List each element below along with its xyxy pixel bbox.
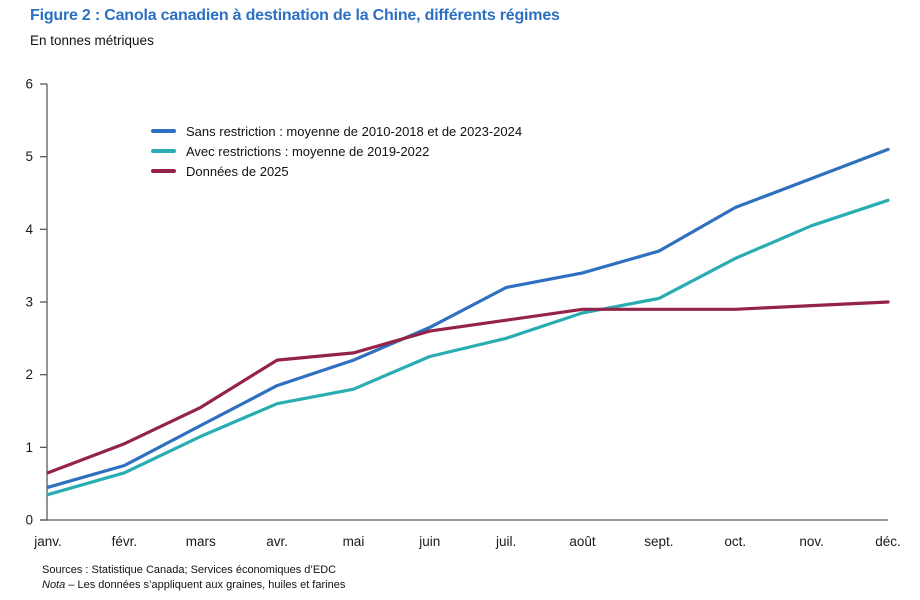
y-tick-label: 6: [25, 77, 33, 92]
x-month-label: avr.: [266, 534, 288, 549]
series-line-2: [46, 300, 890, 475]
x-month-label: mars: [186, 534, 216, 549]
y-tick-label: 3: [25, 295, 33, 310]
series-line-0: [46, 147, 890, 489]
y-tick-label: 0: [25, 513, 33, 528]
series-line-1: [46, 198, 890, 497]
x-month-label: juin: [418, 534, 440, 549]
legend-label-donnees-2025: Données de 2025: [186, 163, 289, 179]
figure-title: Figure 2 : Canola canadien à destination…: [30, 7, 560, 24]
legend-item-avec-restrictions: Avec restrictions : moyenne de 2019-2022: [151, 141, 522, 161]
y-tick-label: 2: [25, 367, 33, 382]
legend-swatch-avec-restrictions-icon: [151, 149, 176, 153]
figure-footnotes: Sources : Statistique Canada; Services é…: [42, 563, 345, 593]
legend-item-donnees-2025: Données de 2025: [151, 161, 522, 181]
x-month-label: nov.: [799, 534, 824, 549]
axes-group: 0 1 2 3 4 5 6 janv. févr. mars avr. mai juin juil. aoû…: [25, 77, 900, 550]
nota-note: Nota – Les données s’appliquent aux grai…: [42, 579, 346, 591]
figure-subtitle: En tonnes métriques: [30, 33, 154, 48]
chart-legend: Sans restriction : moyenne de 2010-2018 …: [151, 121, 522, 181]
source-note: Sources : Statistique Canada; Services é…: [42, 564, 337, 576]
x-month-label: sept.: [644, 534, 673, 549]
legend-swatch-sans-restriction-icon: [151, 129, 176, 133]
x-month-label: déc.: [875, 534, 901, 549]
series-group: [46, 147, 890, 497]
y-tick-label: 4: [25, 222, 33, 237]
x-month-label: juil.: [495, 534, 516, 549]
legend-item-sans-restriction: Sans restriction : moyenne de 2010-2018 …: [151, 121, 522, 141]
x-month-label: oct.: [724, 534, 746, 549]
x-month-label: févr.: [112, 534, 138, 549]
x-month-label: août: [569, 534, 596, 549]
legend-label-sans-restriction: Sans restriction : moyenne de 2010-2018 …: [186, 123, 523, 139]
x-month-label: mai: [343, 534, 365, 549]
legend-swatch-donnees-2025-icon: [151, 169, 176, 173]
y-tick-label: 1: [25, 440, 33, 455]
y-tick-label: 5: [25, 149, 33, 164]
x-month-label: janv.: [33, 534, 62, 549]
legend-label-avec-restrictions: Avec restrictions : moyenne de 2019-2022: [186, 143, 430, 159]
